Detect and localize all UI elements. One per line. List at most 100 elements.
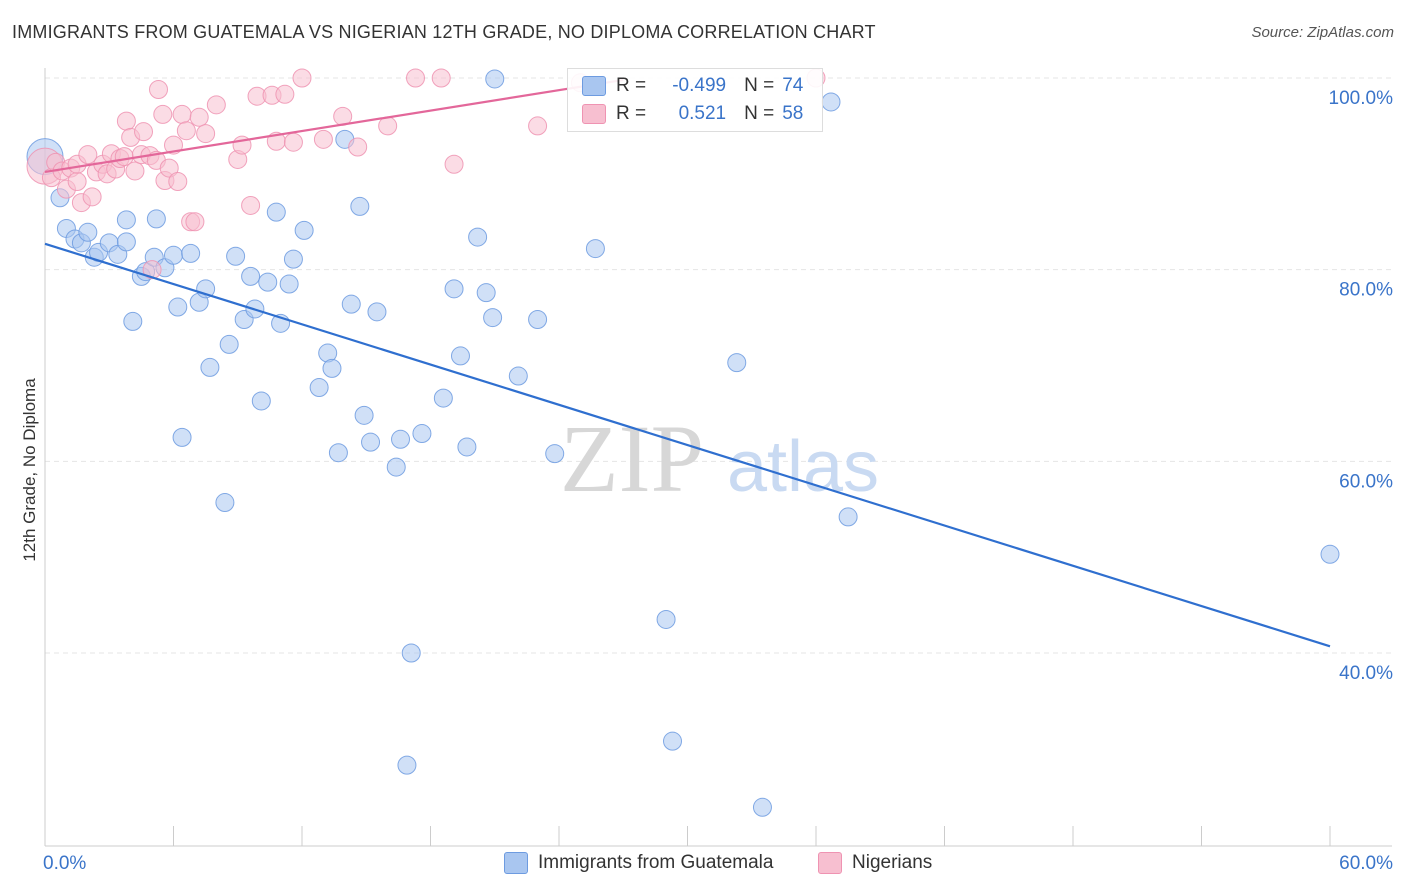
y-axis-label: 12th Grade, No Diploma (20, 378, 39, 562)
guatemala-point (164, 245, 183, 265)
nigerians-point (206, 95, 226, 115)
grid-lines (45, 77, 1392, 654)
guatemala-point (821, 92, 841, 112)
nigerians-point (78, 145, 98, 165)
guatemala-point (508, 366, 528, 386)
nigerians-point (444, 154, 464, 174)
guatemala-point (545, 444, 565, 464)
guatemala-point (172, 427, 192, 447)
y-tick-label: 80.0% (1339, 280, 1393, 301)
nigerians-point (142, 260, 162, 280)
nigerians-point (196, 124, 216, 144)
guatemala-point (123, 311, 143, 331)
correlation-box: R = -0.499 N = 74 R = 0.521 N = 58 (567, 68, 823, 132)
guatemala-swatch (582, 76, 606, 96)
guatemala-point (341, 294, 361, 314)
watermark-zip: ZIP (560, 405, 704, 512)
nigerians-point (528, 116, 548, 136)
guatemala-point (266, 202, 286, 222)
r-label: R = (616, 75, 647, 96)
guatemala-point (146, 209, 166, 229)
guatemala-point (328, 443, 348, 463)
n-value-guatemala: 74 (782, 75, 804, 96)
legend-nigerians-label: Nigerians (852, 852, 933, 873)
watermark: ZIP atlas (560, 405, 879, 512)
guatemala-point (397, 755, 417, 775)
legend-guatemala-label: Immigrants from Guatemala (538, 852, 774, 873)
watermark-atlas: atlas (727, 427, 879, 507)
guatemala-point (450, 346, 470, 366)
nigerians-point (172, 104, 192, 124)
nigerians-point (189, 107, 209, 127)
guatemala-point (219, 334, 239, 354)
guatemala-point (412, 424, 432, 444)
nigerians-point (176, 121, 196, 141)
nigerians-point (378, 116, 398, 136)
y-tick-label: 60.0% (1339, 471, 1393, 492)
chart-title: IMMIGRANTS FROM GUATEMALA VS NIGERIAN 12… (12, 22, 876, 42)
guatemala-point (215, 493, 235, 513)
guatemala-point (258, 272, 278, 292)
nigerians-point (431, 68, 451, 88)
guatemala-point (361, 432, 381, 452)
nigerians-point (153, 104, 173, 124)
guatemala-point (367, 302, 387, 322)
x-tick-label: 60.0% (1339, 853, 1393, 874)
guatemala-point (468, 227, 488, 247)
guatemala-point (181, 243, 201, 263)
trend-lines (44, 78, 1331, 648)
y-tick-label: 100.0% (1329, 88, 1394, 109)
nigerians-point (116, 111, 136, 131)
nigerians-point (82, 187, 102, 207)
guatemala-point (444, 279, 464, 299)
nigerians-point (348, 137, 368, 157)
guatemala-point (226, 246, 246, 266)
r-label: R = (616, 103, 647, 124)
axes (44, 68, 1392, 847)
guatemala-point (401, 643, 421, 663)
guatemala-point (585, 239, 605, 259)
nigerians-point (159, 158, 179, 178)
nigerians-point (185, 212, 205, 232)
stat-row-guatemala: R = -0.499 N = 74 (582, 73, 803, 99)
guatemala-point (1320, 544, 1340, 564)
legend-item-nigerians[interactable]: Nigerians (818, 852, 932, 874)
guatemala-point (391, 429, 411, 449)
n-label: N = (744, 103, 775, 124)
x-tick-label: 0.0% (43, 853, 86, 874)
source-label: Source: ZipAtlas.com (1251, 24, 1394, 41)
legend-nigerians-swatch (818, 852, 842, 874)
guatemala-point (168, 297, 188, 317)
nigerians-point (241, 195, 261, 215)
guatemala-point (116, 232, 136, 252)
nigerians-point (292, 68, 312, 88)
nigerians-swatch (582, 104, 606, 124)
guatemala-point (485, 69, 505, 89)
guatemala-point (727, 353, 747, 373)
nigerians-point (406, 68, 426, 88)
guatemala-point (78, 222, 98, 242)
guatemala-point (283, 249, 303, 269)
guatemala-point (476, 283, 496, 303)
nigerians-point (125, 161, 145, 181)
nigerians-point (149, 80, 169, 99)
guatemala-point (752, 797, 772, 817)
guatemala-point (354, 405, 374, 425)
guatemala-point (251, 391, 271, 411)
nigerians-point (168, 172, 188, 191)
guatemala-point (386, 457, 406, 477)
guatemala-point (528, 310, 548, 329)
nigerians-point (283, 132, 303, 152)
legend-item-guatemala[interactable]: Immigrants from Guatemala (504, 852, 773, 874)
guatemala-point (200, 357, 220, 377)
stat-row-nigerians: R = 0.521 N = 58 (582, 101, 803, 127)
guatemala-point (457, 437, 477, 457)
nigerians-point (134, 122, 154, 142)
guatemala-point (309, 378, 329, 398)
guatemala-point (656, 609, 676, 629)
guatemala-point (294, 220, 314, 240)
legend-guatemala-swatch (504, 852, 528, 874)
nigerians-point (164, 135, 183, 155)
guatemala-point (279, 274, 299, 294)
